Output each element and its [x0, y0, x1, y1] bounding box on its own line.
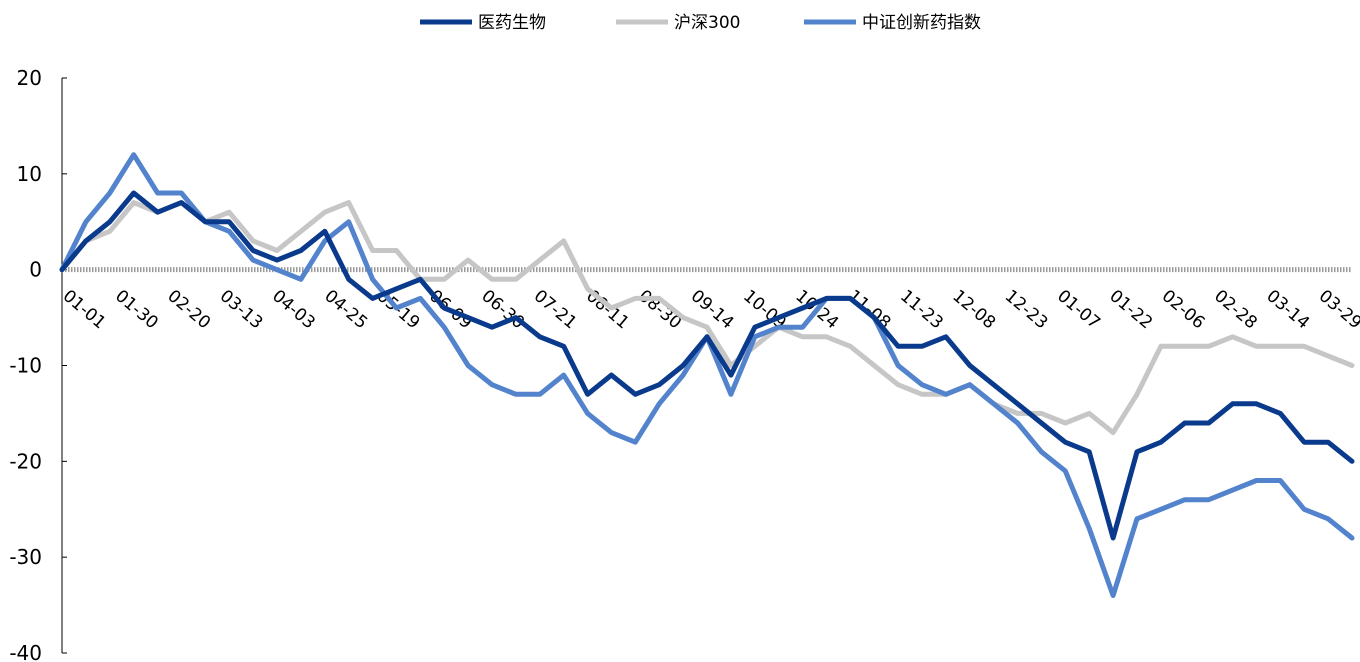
- series-line-0: [59, 190, 1355, 541]
- x-tick-label-12: 09-14: [687, 286, 738, 333]
- x-tick-label-15: 11-08: [844, 286, 895, 333]
- y-tick-label-6: -40: [9, 641, 42, 662]
- series-line-1: [59, 200, 1355, 436]
- legend-label-0: 医药生物: [478, 13, 546, 33]
- x-tick-label-11: 08-30: [634, 286, 685, 333]
- x-tick-label-16: 11-23: [896, 286, 947, 333]
- legend-item-2: 中证创新药指数: [804, 13, 981, 33]
- x-ticks: 01-01 01-30 02-20 03-13 04-03 04-25 05-19 06-09…: [59, 286, 1360, 333]
- x-tick-label-2: 02-20: [163, 286, 214, 333]
- x-tick-label-22: 02-28: [1210, 286, 1261, 333]
- y-tick-label-5: -30: [9, 545, 42, 569]
- y-tick-label-4: -20: [9, 449, 42, 473]
- x-tick-label-21: 02-06: [1158, 286, 1209, 333]
- x-tick-label-9: 07-21: [530, 286, 581, 333]
- legend-label-1: 沪深300: [674, 13, 740, 33]
- x-tick-label-24: 03-29: [1315, 286, 1360, 333]
- y-ticks: 20 10 0 -10 -20 -30 -40: [9, 66, 67, 662]
- x-tick-label-20: 01-22: [1105, 286, 1156, 333]
- x-tick-label-18: 12-23: [1001, 286, 1052, 333]
- series-line-2: [59, 152, 1355, 598]
- legend-item-1: 沪深300: [616, 13, 740, 33]
- y-tick-label-0: 20: [17, 66, 42, 90]
- legend-label-2: 中证创新药指数: [862, 13, 981, 33]
- y-tick-label-2: 0: [29, 258, 42, 282]
- legend: 医药生物 沪深300 中证创新药指数: [420, 13, 981, 33]
- y-tick-label-1: 10: [17, 162, 42, 186]
- x-tick-label-4: 04-03: [268, 286, 319, 333]
- legend-item-0: 医药生物: [420, 13, 546, 33]
- x-tick-label-17: 12-08: [948, 286, 999, 333]
- x-tick-label-3: 03-13: [216, 286, 267, 333]
- x-tick-label-19: 01-07: [1053, 286, 1104, 333]
- x-tick-label-23: 03-14: [1262, 286, 1313, 333]
- y-tick-label-3: -10: [9, 354, 42, 378]
- x-tick-label-0: 01-01: [59, 286, 110, 333]
- x-tick-label-1: 01-30: [111, 286, 162, 333]
- series-lines: [59, 152, 1355, 598]
